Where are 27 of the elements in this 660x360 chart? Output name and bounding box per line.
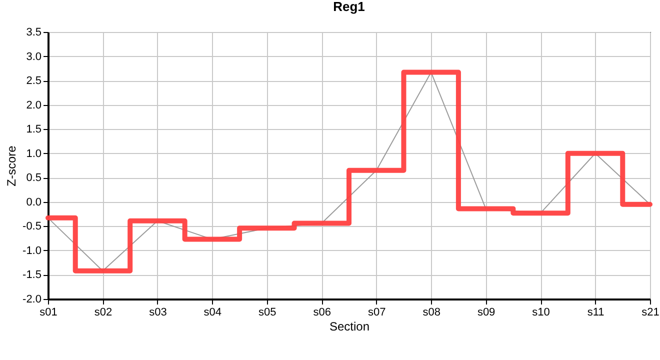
- y-tick-label: 2.5: [26, 75, 42, 88]
- chart-title: Reg1: [333, 0, 365, 14]
- y-tick-label: 2.0: [26, 99, 42, 112]
- y-tick-label: 3.0: [26, 50, 42, 63]
- x-tick-label: s08: [422, 306, 440, 318]
- x-tick-label: s02: [94, 306, 112, 318]
- x-tick-label: s06: [313, 306, 332, 318]
- x-tick-label: s04: [204, 306, 222, 318]
- y-tick-label: 1.5: [26, 124, 42, 136]
- x-tick-label: s07: [368, 306, 386, 318]
- x-tick-label: s10: [532, 306, 550, 318]
- x-tick-label: s03: [149, 306, 167, 318]
- y-axis-title: Z-score: [4, 145, 19, 186]
- y-tick-label: 0.5: [26, 172, 42, 184]
- y-tick-label: -2.0: [22, 294, 42, 306]
- y-tick-label: -0.5: [22, 220, 42, 233]
- y-tick-label: 0.0: [26, 196, 42, 208]
- x-tick-label: s09: [477, 306, 496, 318]
- x-tick-label: s21: [642, 306, 660, 318]
- x-tick-label: s11: [587, 306, 604, 318]
- x-tick-label: s05: [258, 306, 276, 318]
- x-tick-label: s01: [40, 306, 58, 318]
- y-tick-label: -1.5: [22, 269, 42, 282]
- y-tick-label: 1.0: [26, 148, 42, 160]
- y-tick-label: 3.5: [26, 26, 42, 38]
- y-tick-label: -1.0: [22, 244, 42, 257]
- x-axis-title: Section: [329, 320, 370, 334]
